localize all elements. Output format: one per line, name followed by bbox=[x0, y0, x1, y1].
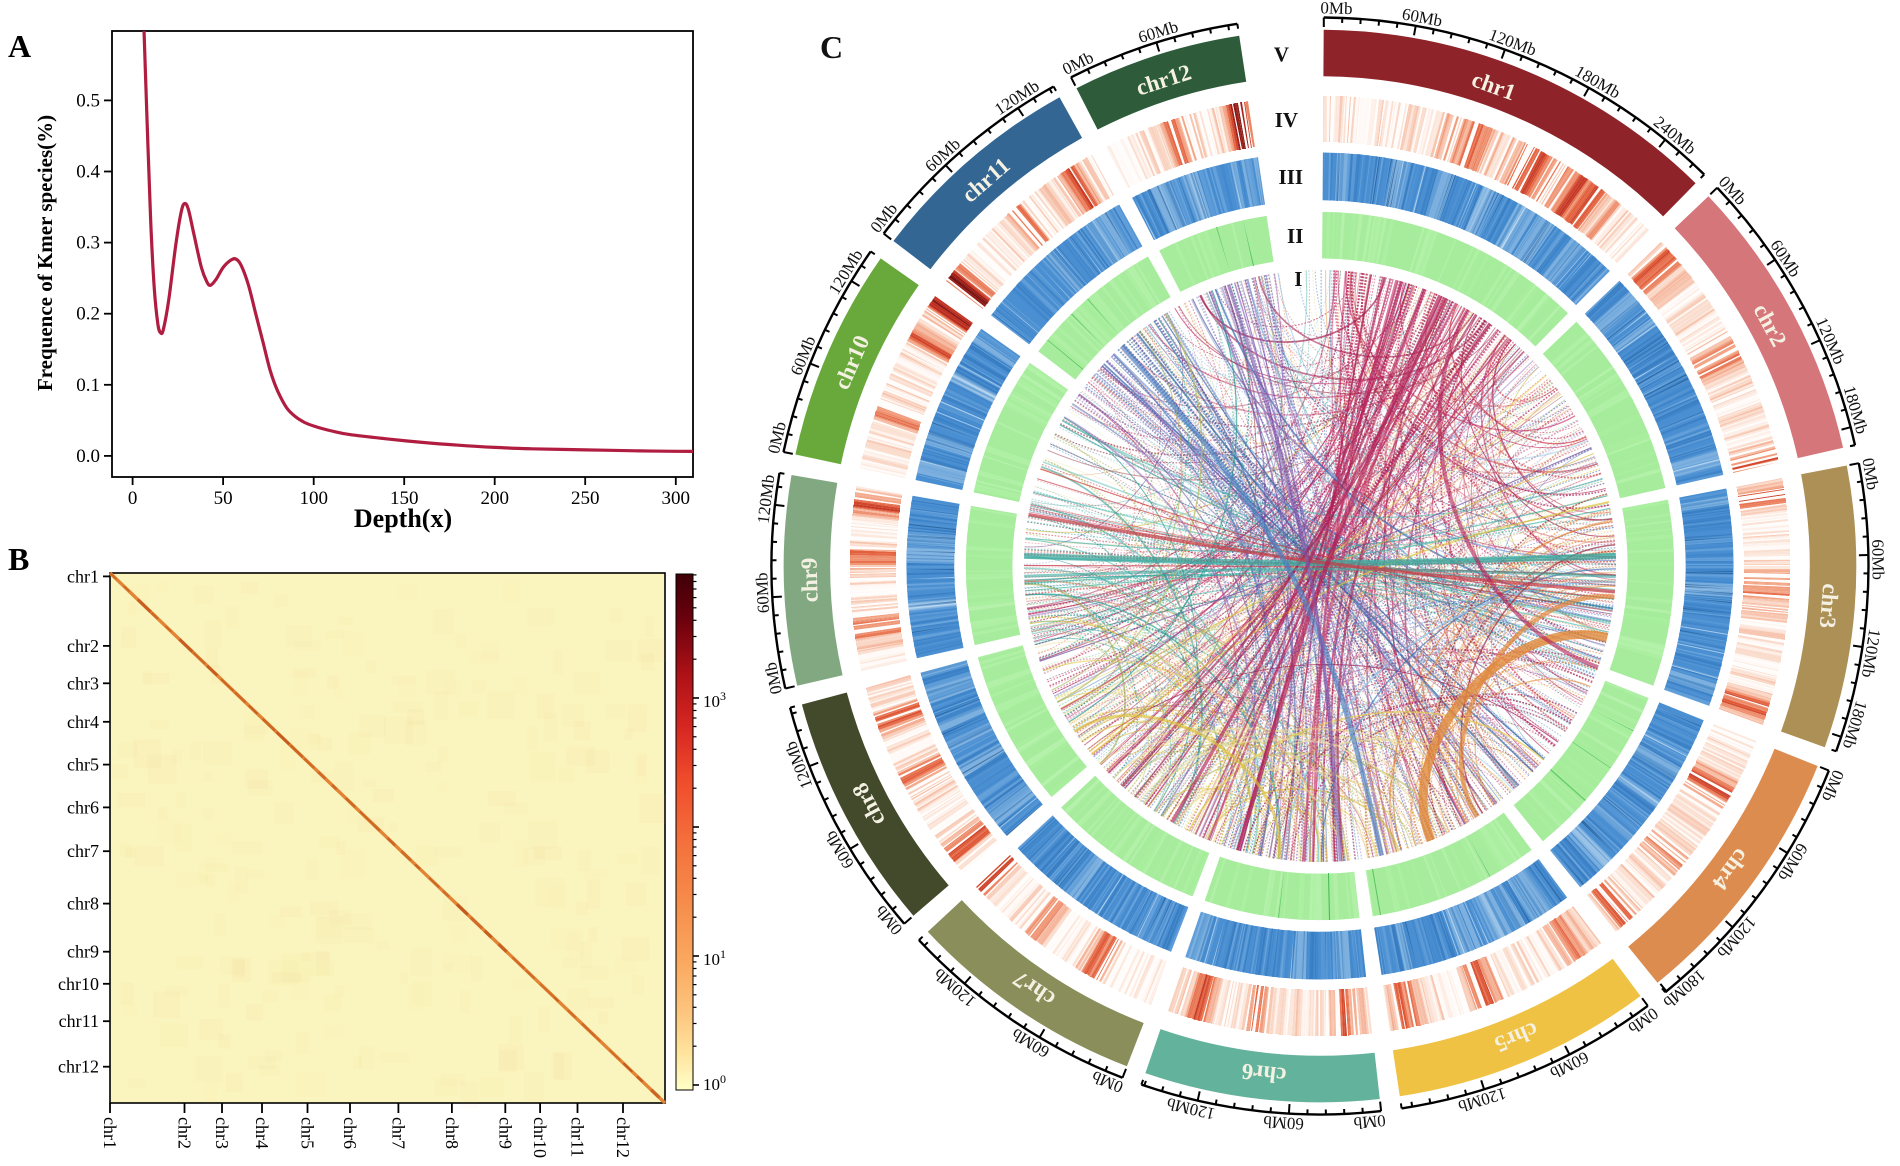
svg-text:60Mb: 60Mb bbox=[1868, 539, 1887, 580]
svg-text:60Mb: 60Mb bbox=[752, 572, 773, 614]
svg-text:0.2: 0.2 bbox=[76, 304, 100, 325]
svg-text:chr1: chr1 bbox=[100, 1117, 120, 1149]
svg-text:chr3: chr3 bbox=[212, 1117, 232, 1149]
svg-text:B: B bbox=[8, 541, 29, 577]
svg-text:chr7: chr7 bbox=[388, 1117, 408, 1149]
svg-text:chr3: chr3 bbox=[67, 673, 99, 693]
svg-text:V: V bbox=[1274, 42, 1289, 66]
svg-text:chr11: chr11 bbox=[59, 1011, 99, 1031]
svg-text:0.0: 0.0 bbox=[76, 446, 100, 467]
svg-text:150: 150 bbox=[390, 488, 419, 509]
svg-text:A: A bbox=[8, 28, 31, 64]
svg-text:0.4: 0.4 bbox=[76, 162, 100, 183]
svg-text:0: 0 bbox=[128, 488, 138, 509]
svg-text:chr10: chr10 bbox=[530, 1117, 550, 1158]
svg-text:250: 250 bbox=[571, 488, 600, 509]
svg-text:chr8: chr8 bbox=[67, 894, 99, 914]
svg-text:chr5: chr5 bbox=[67, 755, 99, 775]
svg-text:chr4: chr4 bbox=[67, 712, 99, 732]
svg-text:Frequence of Kmer species(%): Frequence of Kmer species(%) bbox=[33, 115, 57, 391]
svg-text:100: 100 bbox=[299, 488, 328, 509]
svg-text:chr6: chr6 bbox=[1240, 1059, 1287, 1089]
svg-text:0Mb: 0Mb bbox=[1320, 0, 1353, 18]
svg-text:0.1: 0.1 bbox=[76, 375, 100, 396]
svg-text:chr10: chr10 bbox=[58, 974, 99, 994]
svg-text:III: III bbox=[1279, 165, 1304, 189]
svg-text:C: C bbox=[820, 29, 843, 65]
svg-text:300: 300 bbox=[662, 488, 691, 509]
svg-text:50: 50 bbox=[214, 488, 233, 509]
svg-text:chr11: chr11 bbox=[568, 1117, 588, 1157]
svg-text:chr2: chr2 bbox=[67, 636, 99, 656]
svg-text:chr12: chr12 bbox=[613, 1117, 633, 1158]
svg-text:60Mb: 60Mb bbox=[1263, 1112, 1305, 1134]
svg-text:II: II bbox=[1287, 224, 1303, 248]
svg-text:chr5: chr5 bbox=[298, 1117, 318, 1149]
svg-text:chr9: chr9 bbox=[495, 1117, 515, 1149]
svg-text:200: 200 bbox=[480, 488, 509, 509]
svg-text:chr2: chr2 bbox=[175, 1117, 195, 1149]
svg-text:chr7: chr7 bbox=[67, 841, 99, 861]
svg-text:chr12: chr12 bbox=[58, 1057, 99, 1077]
svg-text:I: I bbox=[1294, 267, 1302, 291]
svg-text:chr1: chr1 bbox=[67, 566, 99, 586]
svg-text:chr8: chr8 bbox=[442, 1117, 462, 1149]
svg-text:chr6: chr6 bbox=[67, 797, 99, 817]
svg-text:0.3: 0.3 bbox=[76, 233, 100, 254]
svg-text:chr9: chr9 bbox=[67, 942, 99, 962]
svg-text:IV: IV bbox=[1275, 108, 1298, 132]
svg-text:chr4: chr4 bbox=[252, 1117, 272, 1149]
svg-text:chr6: chr6 bbox=[340, 1117, 360, 1149]
svg-text:chr3: chr3 bbox=[1815, 583, 1843, 630]
svg-text:0Mb: 0Mb bbox=[1353, 1111, 1387, 1133]
svg-text:chr9: chr9 bbox=[796, 557, 822, 602]
svg-text:Depth(x): Depth(x) bbox=[354, 504, 452, 533]
svg-text:0.5: 0.5 bbox=[76, 90, 100, 111]
